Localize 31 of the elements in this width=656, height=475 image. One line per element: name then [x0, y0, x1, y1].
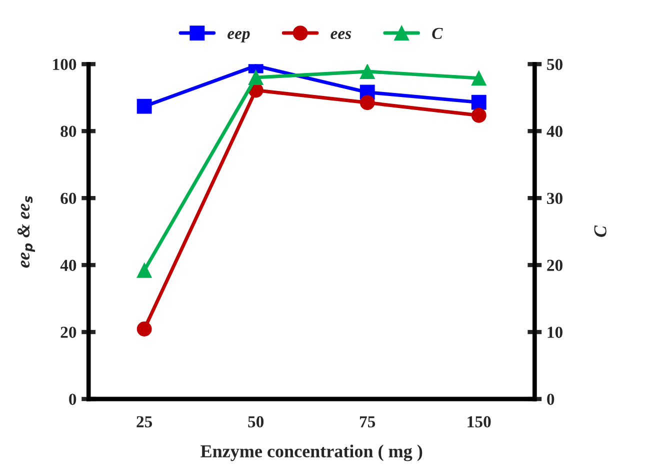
point	[471, 108, 486, 123]
point	[360, 95, 375, 110]
point	[136, 98, 152, 114]
legend-label: ees	[330, 31, 352, 40]
point	[471, 94, 486, 110]
y-tick-label: 20	[60, 326, 76, 338]
y2-tick-label: 30	[547, 192, 562, 204]
x-axis-title: Enzyme concentration ( mg )	[200, 444, 422, 462]
y-tick-label: 0	[69, 394, 76, 405]
legend-label: eep	[228, 31, 250, 42]
point	[136, 322, 152, 336]
y-axis-title: ee$_{p}$ & ee$_{s}$	[17, 196, 35, 268]
y-tick-label: 100	[53, 58, 76, 70]
y-tick-label: 40	[60, 260, 76, 271]
point	[248, 70, 264, 85]
point	[471, 70, 486, 86]
point	[136, 262, 152, 278]
x-tick-label: 150	[468, 416, 491, 428]
y2-tick-label: 20	[547, 260, 562, 271]
y-tick-label: 80	[60, 126, 76, 138]
y2-axis-title: C	[594, 225, 606, 237]
x-tick-label: 25	[136, 416, 152, 428]
y-tick-label: 60	[60, 192, 76, 204]
point	[360, 64, 375, 79]
y2-tick-label: 50	[547, 58, 562, 70]
legend-label: C	[432, 28, 443, 40]
y2-tick-label: 0	[547, 394, 554, 405]
y2-tick-label: 10	[548, 326, 562, 338]
y2-tick-label: 40	[546, 126, 562, 138]
x-tick-label: 50	[248, 416, 264, 428]
x-tick-label: 75	[360, 416, 376, 428]
